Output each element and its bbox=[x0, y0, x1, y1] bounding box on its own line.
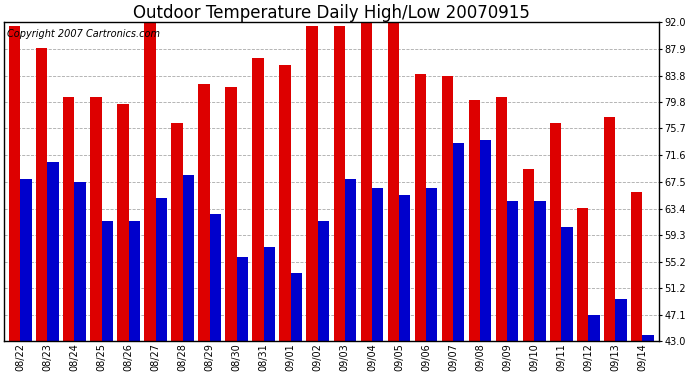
Bar bbox=[523, 169, 534, 375]
Bar bbox=[534, 201, 546, 375]
Bar bbox=[237, 257, 248, 375]
Bar bbox=[63, 97, 75, 375]
Bar bbox=[577, 208, 588, 375]
Bar bbox=[21, 178, 32, 375]
Text: Copyright 2007 Cartronics.com: Copyright 2007 Cartronics.com bbox=[8, 29, 161, 39]
Bar bbox=[90, 97, 101, 375]
Bar bbox=[399, 195, 411, 375]
Bar bbox=[507, 201, 518, 375]
Bar bbox=[426, 188, 437, 375]
Bar bbox=[9, 26, 21, 375]
Bar bbox=[101, 221, 113, 375]
Bar bbox=[604, 117, 615, 375]
Bar bbox=[318, 221, 329, 375]
Bar bbox=[306, 26, 318, 375]
Bar bbox=[561, 228, 573, 375]
Bar bbox=[117, 104, 128, 375]
Bar bbox=[290, 273, 302, 375]
Bar bbox=[361, 22, 372, 375]
Bar bbox=[469, 100, 480, 375]
Bar bbox=[372, 188, 383, 375]
Bar bbox=[495, 97, 507, 375]
Bar bbox=[388, 19, 399, 375]
Bar bbox=[210, 214, 221, 375]
Bar bbox=[480, 140, 491, 375]
Bar bbox=[128, 221, 140, 375]
Bar bbox=[264, 247, 275, 375]
Bar bbox=[144, 19, 155, 375]
Bar bbox=[183, 176, 194, 375]
Bar bbox=[442, 76, 453, 375]
Bar bbox=[631, 192, 642, 375]
Bar bbox=[588, 315, 600, 375]
Bar bbox=[453, 143, 464, 375]
Bar bbox=[333, 26, 345, 375]
Bar bbox=[75, 182, 86, 375]
Bar bbox=[345, 178, 356, 375]
Bar bbox=[226, 87, 237, 375]
Bar bbox=[253, 58, 264, 375]
Bar bbox=[550, 123, 561, 375]
Bar bbox=[155, 198, 167, 375]
Bar bbox=[615, 299, 627, 375]
Bar bbox=[198, 84, 210, 375]
Bar bbox=[642, 335, 653, 375]
Title: Outdoor Temperature Daily High/Low 20070915: Outdoor Temperature Daily High/Low 20070… bbox=[133, 4, 530, 22]
Bar bbox=[36, 48, 48, 375]
Bar bbox=[48, 162, 59, 375]
Bar bbox=[415, 74, 426, 375]
Bar bbox=[171, 123, 183, 375]
Bar bbox=[279, 64, 290, 375]
